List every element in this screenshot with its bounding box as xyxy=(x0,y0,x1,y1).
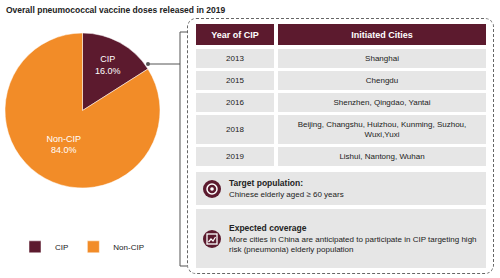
html-text:More cities in China are antic: More cities in China are anticipated to … xyxy=(229,234,477,254)
html-text:2019: 2019 xyxy=(226,151,244,161)
html-text:2018: 2018 xyxy=(226,124,244,134)
html-text:Chinese elderly aged ≥ 60 year: Chinese elderly aged ≥ 60 years xyxy=(229,189,344,199)
svg-text:CIP: CIP xyxy=(55,243,68,252)
html-text:Shanghai: Shanghai xyxy=(365,53,399,63)
html-text:2016: 2016 xyxy=(226,97,244,107)
html-text:Shenzhen, Qingdao, Yantai: Shenzhen, Qingdao, Yantai xyxy=(333,97,431,107)
html-text:Target population:: Target population: xyxy=(229,177,303,188)
html-text:2013: 2013 xyxy=(226,53,244,63)
html-text:Year of CIP: Year of CIP xyxy=(211,29,259,40)
html-text:Lishui, Nantong, Wuhan: Lishui, Nantong, Wuhan xyxy=(339,151,425,161)
svg-text:Overall pneumococcal vaccine d: Overall pneumococcal vaccine doses relea… xyxy=(6,5,226,15)
html-text:2015: 2015 xyxy=(226,75,244,85)
svg-text:Non-CIP84.0%: Non-CIP84.0% xyxy=(47,134,82,156)
html-text:Initiated Cities: Initiated Cities xyxy=(351,29,413,40)
html-text:Beijing, Changshu, Huizhou, Ku: Beijing, Changshu, Huizhou, Kunming, Suz… xyxy=(297,119,467,139)
html-text:Expected coverage: Expected coverage xyxy=(229,222,307,233)
svg-text:Non-CIP: Non-CIP xyxy=(113,243,144,252)
html-text:Chengdu: Chengdu xyxy=(365,75,399,85)
svg-text:CIP16.0%: CIP16.0% xyxy=(95,54,121,76)
